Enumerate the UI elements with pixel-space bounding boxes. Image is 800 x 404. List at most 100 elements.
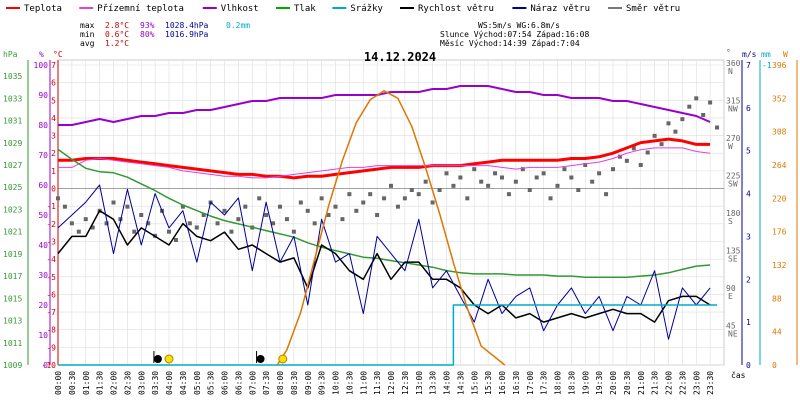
wind-direction-point <box>389 183 393 188</box>
wind-direction-point <box>479 179 484 184</box>
y-tick-ms: 7 <box>746 61 751 70</box>
legend-label: Směr větru <box>626 4 680 14</box>
y-tick-dir: 270 <box>726 134 741 143</box>
y-tick-dir-label: E <box>728 292 733 301</box>
wind-direction-point <box>382 196 387 201</box>
x-tick-label: 00:00 <box>54 371 63 395</box>
wind-direction-point <box>187 221 192 226</box>
x-tick-label: 11:00 <box>359 371 368 395</box>
y-tick-pct: 30 <box>38 271 48 280</box>
wind-direction-point <box>555 183 560 188</box>
legend-label: Teplota <box>24 4 62 14</box>
x-tick-label: 01:30 <box>96 371 105 395</box>
sun-event-marker <box>164 354 174 364</box>
x-tick-label: 06:00 <box>221 371 230 395</box>
x-tick-label: 04:30 <box>179 371 188 395</box>
wind-direction-point <box>125 204 130 209</box>
wind-direction-point <box>194 225 199 230</box>
y-tick-degc: -9 <box>46 343 56 352</box>
y-tick-hpa: 1027 <box>3 161 22 170</box>
y-tick-degc: 6 <box>51 79 56 88</box>
wind-direction-point <box>62 204 67 209</box>
series-line-n-raz-v-tru <box>57 184 711 340</box>
y-tick-pct: 10 <box>38 331 48 340</box>
sun-info: Slunce Východ:07:54 Západ:16:08 <box>440 30 589 39</box>
x-tick-label: 04:00 <box>165 371 174 395</box>
y-tick-ms: 5 <box>746 147 751 156</box>
x-tick-label: 23:30 <box>706 371 715 395</box>
y-tick-hpa: 1013 <box>3 317 22 326</box>
wind-direction-point <box>701 113 706 117</box>
wind-direction-point <box>534 175 539 180</box>
wind-direction-point <box>222 208 227 213</box>
wind-direction-point <box>132 229 137 234</box>
legend-label: Vlhkost <box>221 4 259 14</box>
wind-direction-point <box>416 192 421 197</box>
y-tick-w: 264 <box>772 161 787 170</box>
y-tick-dir-label: W <box>728 142 733 151</box>
wind-direction-point <box>375 213 380 217</box>
stat-temp: 0.6°C <box>105 30 129 39</box>
x-tick-label: 11:30 <box>373 371 382 395</box>
axis-unit-w: W <box>783 50 788 59</box>
y-tick-degc: 3 <box>51 132 56 141</box>
x-tick-label: 10:00 <box>332 371 341 395</box>
y-tick-w: 44 <box>772 328 782 337</box>
x-tick-label: 13:00 <box>415 371 424 395</box>
x-tick-label: 23:00 <box>692 371 701 395</box>
wind-direction-point <box>562 167 567 172</box>
wind-direction-point <box>347 192 352 197</box>
wind-direction-point <box>472 167 477 172</box>
wind-direction-point <box>167 229 171 234</box>
y-tick-w: 396 <box>772 61 787 70</box>
y-tick-dir: 90 <box>726 284 736 293</box>
y-tick-w: 352 <box>772 94 787 103</box>
stat-label: max <box>80 21 95 30</box>
y-tick-hpa: 1029 <box>3 139 22 148</box>
wind-direction-point <box>139 213 144 217</box>
wind-direction-point <box>173 238 178 242</box>
y-tick-dir-label: NE <box>728 330 738 339</box>
legend-label: Tlak <box>294 4 316 14</box>
x-tick-label: 21:30 <box>651 371 660 395</box>
x-tick-label: 15:00 <box>470 371 479 395</box>
wind-direction-point <box>617 154 622 159</box>
y-tick-pct: 90 <box>38 91 48 100</box>
x-tick-label: 16:30 <box>512 371 521 395</box>
y-tick-degc: 1 <box>51 167 56 176</box>
stat-pressure: 1028.4hPa <box>165 21 209 30</box>
wind-direction-point <box>319 196 324 201</box>
x-tick-label: 17:30 <box>540 371 549 395</box>
wind-direction-point <box>312 221 317 226</box>
x-tick-label: 20:30 <box>623 371 632 395</box>
x-tick-label: 20:00 <box>609 371 618 395</box>
wind-direction-point <box>354 208 359 213</box>
y-tick-mm: -1 <box>762 61 772 70</box>
x-tick-label: 17:00 <box>526 371 535 395</box>
y-tick-degc: -4 <box>46 255 56 264</box>
series-line-tlak <box>57 148 711 278</box>
stat-label: min <box>80 30 95 39</box>
wind-direction-point <box>180 204 185 209</box>
sun-event-marker <box>278 354 288 364</box>
series-line-slune-n-svit <box>276 90 506 366</box>
x-tick-label: 03:00 <box>137 371 146 395</box>
wind-direction-point <box>215 221 220 226</box>
wind-direction-point <box>597 171 602 176</box>
y-tick-hpa: 1019 <box>3 250 22 259</box>
y-tick-pct: 80 <box>38 121 48 130</box>
wind-direction-point <box>451 183 456 188</box>
wind-direction-point <box>506 192 511 197</box>
x-tick-label: 12:00 <box>387 371 396 395</box>
x-tick-label: 02:30 <box>123 371 132 395</box>
wind-direction-point <box>548 196 553 201</box>
x-tick-label: 01:00 <box>82 371 91 395</box>
chart-axes: 00:00 00:30 01:00 01:30 02:00 02:30 03:00 03:30… <box>3 48 798 395</box>
wind-direction-point <box>708 100 713 105</box>
x-tick-label: 09:00 <box>304 371 313 395</box>
x-tick-label: 10:30 <box>345 371 354 395</box>
y-tick-pct: 50 <box>38 211 48 220</box>
x-tick-label: 18:00 <box>554 371 563 395</box>
y-tick-degc: 7 <box>51 61 56 70</box>
wind-direction-point <box>430 200 435 205</box>
